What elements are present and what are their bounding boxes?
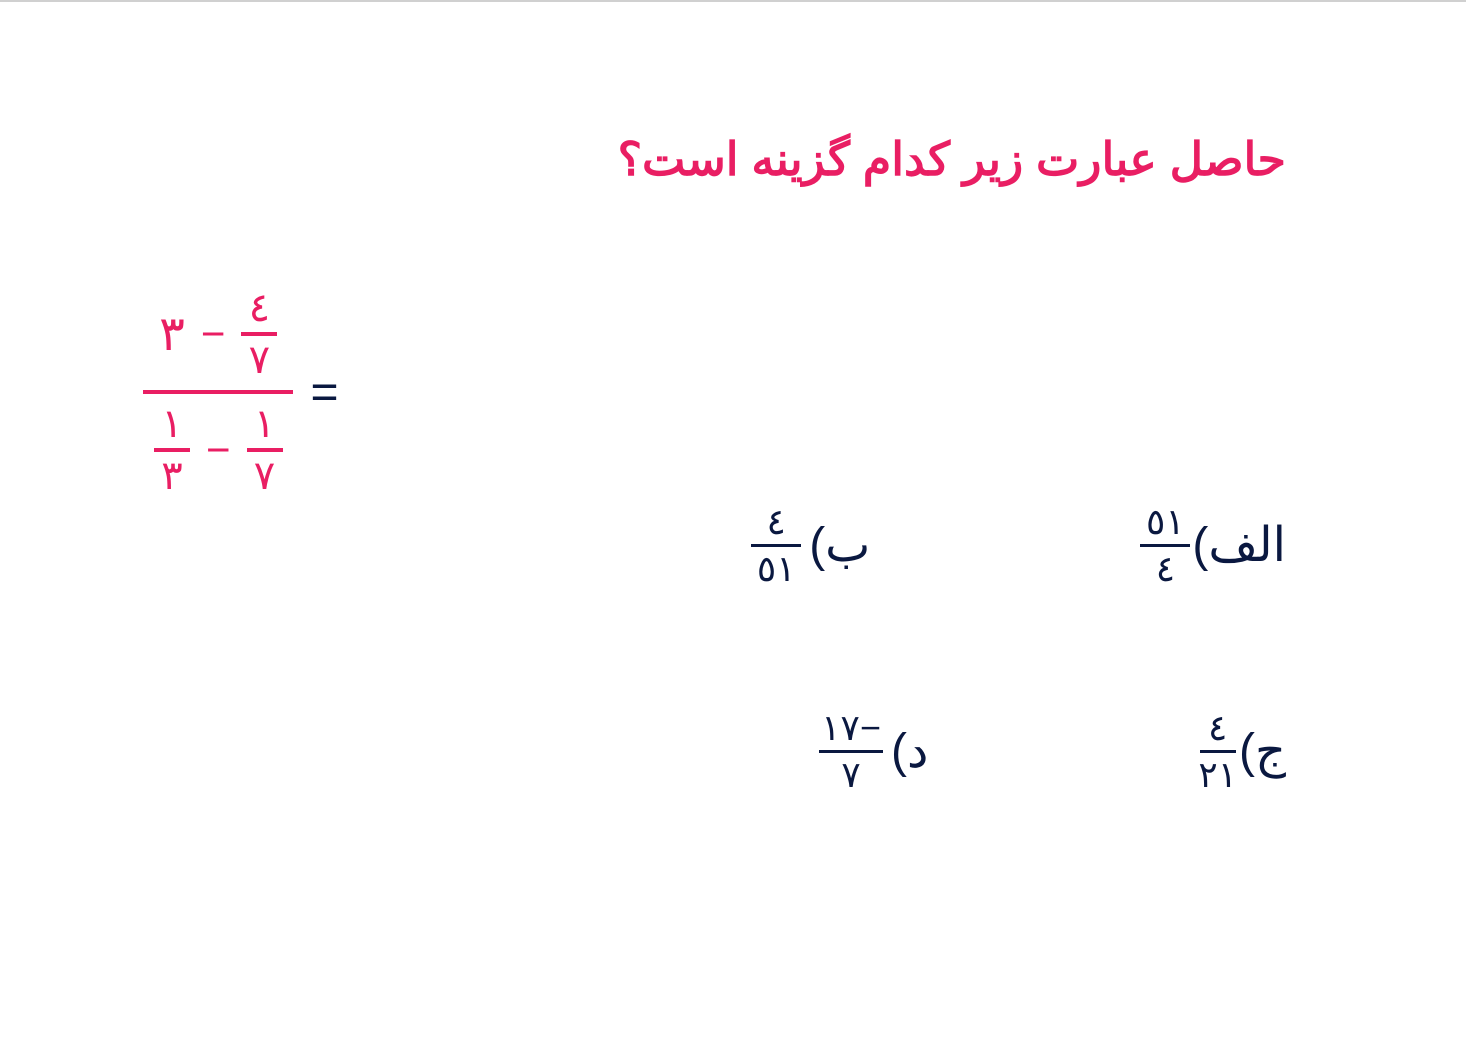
frac-den: ٥۱ (757, 549, 796, 589)
option-b[interactable]: ب) ٤ ٥۱ (751, 502, 870, 588)
frac-num: ٤ (1208, 708, 1227, 748)
compound-numerator: ۳ − ٤ ۷ (145, 282, 291, 386)
option-row-2: ج) ٤ ۲۱ د) −۱۷ ۷ (566, 708, 1286, 794)
compound-denominator: ۱ ۳ − ۱ ۷ (140, 398, 297, 502)
minus-sign: − (206, 426, 231, 474)
frac-num: −۱۷ (821, 708, 881, 748)
frac-bar (751, 544, 801, 547)
option-label-c: ج) (1239, 723, 1286, 779)
option-frac-b: ٤ ٥۱ (751, 502, 801, 588)
option-label-b: ب) (809, 517, 870, 573)
frac-bar (247, 448, 283, 452)
frac-num: ۱ (161, 402, 182, 446)
frac-num: ٥۱ (1146, 502, 1185, 542)
frac-bar (1200, 750, 1236, 753)
compound-fraction: ۳ − ٤ ۷ ۱ ۳ − ۱ ۷ (140, 282, 297, 502)
option-label-d: د) (891, 723, 928, 779)
main-frac-bar (143, 390, 293, 394)
frac-bar (1140, 544, 1190, 547)
math-expression: ۳ − ٤ ۷ ۱ ۳ − ۱ ۷ = (140, 282, 339, 502)
option-c[interactable]: ج) ٤ ۲۱ (1198, 708, 1286, 794)
whole-number: ۳ (159, 306, 185, 362)
frac-den: ۷ (254, 454, 275, 498)
frac-bar (819, 750, 883, 753)
frac-den: ٤ (1156, 549, 1175, 589)
frac-den: ۷ (249, 338, 270, 382)
frac-num: ٤ (767, 502, 786, 542)
frac-num: ٤ (249, 286, 270, 330)
minus-sign: − (201, 310, 226, 358)
frac-bar (241, 332, 277, 336)
option-label-a: الف) (1192, 517, 1286, 573)
frac-bar (154, 448, 190, 452)
frac-den: ۳ (161, 454, 182, 498)
frac-den: ۲۱ (1198, 755, 1237, 795)
option-frac-a: ٥۱ ٤ (1140, 502, 1190, 588)
equals-sign: = (311, 365, 339, 420)
frac-num: ۱ (254, 402, 275, 446)
option-row-1: الف) ٥۱ ٤ ب) ٤ ٥۱ (566, 502, 1286, 588)
option-frac-c: ٤ ۲۱ (1198, 708, 1237, 794)
option-frac-d: −۱۷ ۷ (819, 708, 883, 794)
option-d[interactable]: د) −۱۷ ۷ (819, 708, 928, 794)
fraction-bot-right: ۱ ۷ (247, 402, 283, 498)
fraction-bot-left: ۱ ۳ (154, 402, 190, 498)
fraction-top: ٤ ۷ (241, 286, 277, 382)
frac-den: ۷ (841, 755, 860, 795)
question-title: حاصل عبارت زیر کدام گزینه است؟ (618, 132, 1286, 186)
options-container: الف) ٥۱ ٤ ب) ٤ ٥۱ ج) ٤ ۲۱ (566, 502, 1286, 914)
option-a[interactable]: الف) ٥۱ ٤ (1140, 502, 1286, 588)
